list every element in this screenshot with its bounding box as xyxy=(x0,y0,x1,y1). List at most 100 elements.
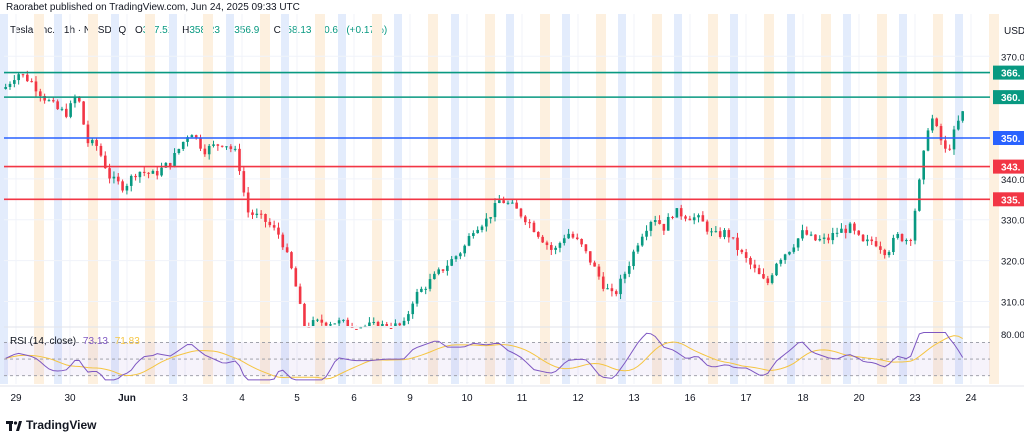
candle-down xyxy=(389,328,393,330)
candle-down xyxy=(731,237,735,239)
candle-up xyxy=(17,74,20,81)
candle-down xyxy=(601,276,605,289)
price-axis: 370.00 340.00 330.00 320.00 310.00 xyxy=(1001,52,1024,308)
candle-up xyxy=(411,303,415,315)
candle-up xyxy=(801,230,804,239)
candle-up xyxy=(627,266,631,274)
candle-up xyxy=(918,179,921,211)
candle-down xyxy=(441,269,445,271)
time-tick-label: 12 xyxy=(572,393,584,404)
change-value: +0.60 (+0.17%) xyxy=(318,25,388,36)
close-value: 358.13 xyxy=(280,25,312,36)
candle-down xyxy=(294,268,298,287)
candle-down xyxy=(203,148,207,155)
candle-up xyxy=(775,263,778,276)
time-tick-label: 13 xyxy=(628,393,640,404)
candle-down xyxy=(21,74,25,76)
candle-up xyxy=(472,233,475,237)
candle-down xyxy=(614,291,618,295)
candle-up xyxy=(493,203,497,218)
candle-down xyxy=(246,192,250,213)
candle-down xyxy=(303,303,306,326)
candle-up xyxy=(190,135,194,138)
candle-down xyxy=(749,257,752,265)
candle-up xyxy=(368,322,371,326)
level-badge xyxy=(993,192,1024,207)
candles-layer xyxy=(4,70,964,330)
candle-down xyxy=(398,323,402,326)
level-badge xyxy=(993,131,1024,145)
candle-up xyxy=(779,259,783,264)
candle-down xyxy=(744,252,748,258)
candle-up xyxy=(311,320,315,326)
candle-down xyxy=(727,230,731,238)
level-label: 366. xyxy=(1001,69,1021,80)
rsi-pane: 80.00 xyxy=(4,326,1024,381)
candle-down xyxy=(502,200,505,204)
candle-up xyxy=(710,231,713,233)
candle-up xyxy=(961,111,964,121)
candle-up xyxy=(957,120,960,130)
symbol-label[interactable]: Tesla, Inc. · 1h · NASDAQ xyxy=(10,25,127,36)
candle-up xyxy=(489,217,492,219)
time-tick-label: 17 xyxy=(740,393,752,404)
time-tick-label: 5 xyxy=(294,393,300,404)
candle-down xyxy=(762,274,765,279)
candle-down xyxy=(229,146,233,150)
candle-down xyxy=(519,208,523,217)
brand-name: TradingView xyxy=(26,418,97,432)
candle-down xyxy=(684,216,687,219)
candle-down xyxy=(909,239,913,241)
candle-up xyxy=(129,175,133,186)
candle-down xyxy=(883,249,887,256)
candle-down xyxy=(216,144,220,146)
candle-down xyxy=(584,244,588,252)
time-tick-label: 4 xyxy=(239,393,245,404)
candle-up xyxy=(666,216,670,231)
candle-up xyxy=(164,162,168,168)
candle-down xyxy=(39,91,42,97)
footer-brand: TradingView xyxy=(6,418,96,432)
candle-up xyxy=(225,146,228,148)
publisher-text: Raorabet published on TradingView.com, J… xyxy=(6,2,300,13)
candle-up xyxy=(848,223,852,233)
candle-up xyxy=(770,275,774,283)
candle-up xyxy=(138,171,142,178)
currency-label[interactable]: USD xyxy=(1004,26,1024,37)
candle-down xyxy=(298,286,302,304)
candle-up xyxy=(337,320,341,324)
time-tick-label: 11 xyxy=(517,393,528,404)
candle-down xyxy=(740,250,744,253)
time-tick-label: 29 xyxy=(10,393,22,404)
candle-up xyxy=(692,217,696,221)
candle-down xyxy=(259,213,263,215)
candle-down xyxy=(757,268,761,275)
candle-down xyxy=(355,328,358,330)
candle-up xyxy=(4,86,7,89)
candle-down xyxy=(30,81,33,83)
rsi-title[interactable]: RSI (14, close) xyxy=(10,336,77,347)
candle-down xyxy=(324,322,328,326)
candle-up xyxy=(506,202,510,204)
candle-down xyxy=(142,171,146,173)
candle-up xyxy=(454,256,458,260)
candle-down xyxy=(935,118,938,127)
candle-up xyxy=(922,150,925,180)
candle-down xyxy=(679,208,683,217)
candle-up xyxy=(407,314,410,321)
candle-up xyxy=(450,259,453,266)
candle-up xyxy=(112,176,116,179)
candle-up xyxy=(69,103,72,117)
high-label: H xyxy=(182,25,190,36)
price-tick-label: 340.00 xyxy=(1001,175,1024,186)
time-tick-label: 10 xyxy=(461,393,473,404)
candle-down xyxy=(541,236,544,243)
rsi-value: 73.13 xyxy=(82,336,108,347)
candle-down xyxy=(879,246,882,250)
candle-up xyxy=(649,222,653,231)
candle-up xyxy=(181,141,185,149)
candle-up xyxy=(433,273,436,280)
candle-down xyxy=(948,148,951,150)
low-value: 356.91 xyxy=(234,25,265,36)
